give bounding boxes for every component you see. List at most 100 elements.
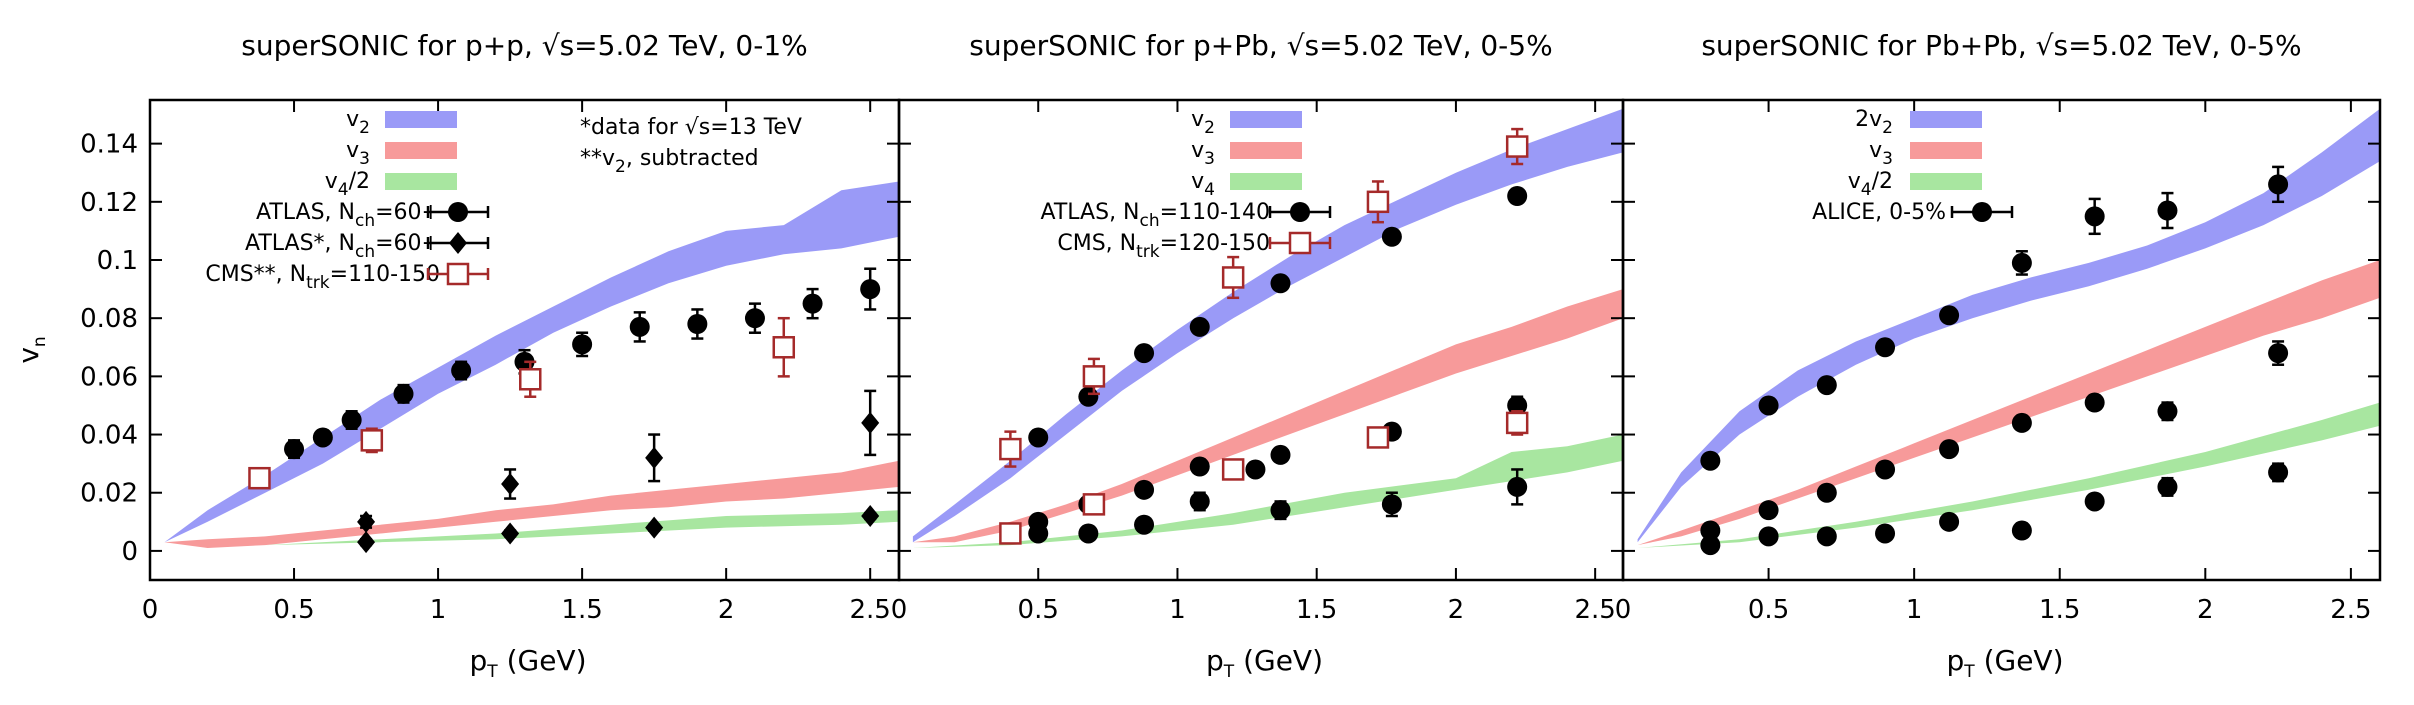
atlas-point	[744, 308, 765, 329]
chart-panel-1: superSONIC for p+p, √s=5.02 TeV, 0-1% 0 0.…	[80, 29, 901, 682]
atlas-point	[1381, 226, 1402, 247]
v3-band	[912, 289, 1623, 543]
y-tick-label: 0.12	[80, 188, 138, 218]
legend-v3-label: v3	[1869, 138, 1893, 169]
alice-point	[1816, 526, 1837, 547]
y-tick-label: 0.1	[97, 246, 138, 276]
y-axis-label: vn	[12, 336, 50, 363]
legend-sub: trk	[306, 273, 330, 293]
legend-v4-label: v4/2	[325, 169, 370, 200]
x-axis-label-sub: T	[486, 662, 498, 682]
alice-point	[2011, 412, 2032, 433]
legend-sub: 3	[1882, 149, 1893, 169]
x-axis-label-unit: (GeV)	[1234, 644, 1323, 677]
v2-band	[912, 108, 1623, 543]
atlas-point	[451, 360, 472, 381]
legend-sub: ch	[355, 211, 375, 231]
legend-main: v	[1191, 138, 1204, 163]
legend-sub: 4	[1861, 180, 1872, 200]
atlas-point	[1028, 523, 1049, 544]
note-v2-subtracted: **v2, subtracted	[580, 146, 759, 177]
legend-main: CMS, N	[1057, 231, 1136, 256]
x-tick-label: 1	[1169, 595, 1186, 625]
cms-point	[519, 368, 542, 391]
legend-suffix: =120-150	[1160, 231, 1270, 256]
atlas-point	[1189, 491, 1210, 512]
alice-point	[1816, 375, 1837, 396]
atlas-point	[341, 410, 362, 430]
legend-v4-swatch	[385, 173, 457, 190]
atlas13-point	[861, 505, 880, 527]
atlas-point	[1189, 316, 1210, 337]
legend-v2-label: 2v2	[1855, 107, 1893, 138]
cms-point	[1505, 135, 1529, 158]
cms-point	[1082, 493, 1106, 516]
legend-atlas13-marker	[449, 232, 467, 254]
alice-point	[2084, 491, 2105, 512]
atlas-point	[572, 334, 593, 355]
plot-frame	[1621, 98, 2382, 582]
x-tick-label: 1.5	[2039, 595, 2080, 625]
legend-v3-label: v3	[346, 138, 370, 169]
v4-band	[164, 510, 899, 546]
alice-point	[1758, 526, 1779, 547]
v3-band	[1637, 260, 2380, 546]
legend-suffix: /2	[1872, 169, 1893, 194]
alice-point	[1875, 337, 1896, 358]
atlas-point	[284, 439, 305, 460]
legend-alice-label: ALICE, 0-5%	[1812, 200, 1946, 225]
legend-suffix: =110-150	[330, 262, 440, 287]
legend-atlas13-label: ATLAS*, Nch=60+	[245, 231, 440, 262]
x-tick-label: 2	[1448, 595, 1465, 625]
legend-cms-marker	[446, 262, 470, 286]
legend-sub: 2	[359, 118, 370, 138]
legend-atlas-label: ATLAS, Nch=110-140	[1041, 200, 1270, 231]
atlas-point	[1189, 456, 1210, 477]
cms-point	[1505, 411, 1529, 435]
legend-atlas-marker	[1290, 202, 1310, 222]
x-tick-label: 0.5	[273, 595, 314, 625]
legend-sub: 2	[1204, 118, 1215, 138]
cms-point	[1366, 190, 1390, 214]
atlas-point	[802, 293, 823, 314]
legend-cms-label: CMS**, Ntrk=110-150	[205, 262, 440, 293]
v2-band	[164, 181, 899, 543]
x-tick-label: 0.5	[1748, 595, 1789, 625]
legend-main: v	[346, 138, 359, 163]
legend-main: ATLAS, N	[1041, 200, 1140, 225]
v3-band	[164, 460, 899, 548]
y-tick-label: 0.04	[80, 421, 138, 451]
alice-point	[1816, 482, 1837, 503]
alice-point	[2268, 343, 2289, 364]
alice-point	[2011, 252, 2032, 273]
x-tick-label: 2	[2197, 595, 2214, 625]
legend-sub: ch	[1140, 211, 1160, 231]
cms-point	[1082, 365, 1106, 388]
atlas-point	[687, 314, 708, 334]
x-tick-label: 2	[718, 595, 735, 625]
legend-atlas-marker	[448, 202, 468, 222]
alice-point	[1939, 305, 1960, 326]
alice-point	[1875, 523, 1896, 544]
legend-v3-swatch	[385, 142, 457, 159]
atlas-point	[1078, 386, 1099, 407]
atlas-point	[1028, 427, 1049, 448]
atlas-point	[1270, 273, 1291, 294]
x-axis-label-unit: (GeV)	[1975, 644, 2064, 677]
atlas-point	[1134, 479, 1155, 500]
alice-point	[1700, 535, 1721, 556]
alice-point	[2268, 462, 2289, 483]
legend-main: v	[1869, 138, 1882, 163]
atlas13-point	[357, 510, 376, 533]
x-axis-label-unit: (GeV)	[498, 644, 587, 677]
legend-v4-swatch	[1910, 173, 1982, 190]
panel-title: superSONIC for p+Pb, √s=5.02 TeV, 0-5%	[969, 29, 1552, 62]
alice-point	[2157, 401, 2178, 422]
note-data-energy: *data for √s=13 TeV	[580, 115, 802, 140]
alice-point	[1700, 520, 1721, 541]
cms-point	[360, 429, 384, 452]
alice-point	[2157, 476, 2178, 497]
y-tick-label: 0	[121, 537, 138, 567]
alice-point	[1758, 395, 1779, 416]
atlas-point	[860, 279, 881, 300]
